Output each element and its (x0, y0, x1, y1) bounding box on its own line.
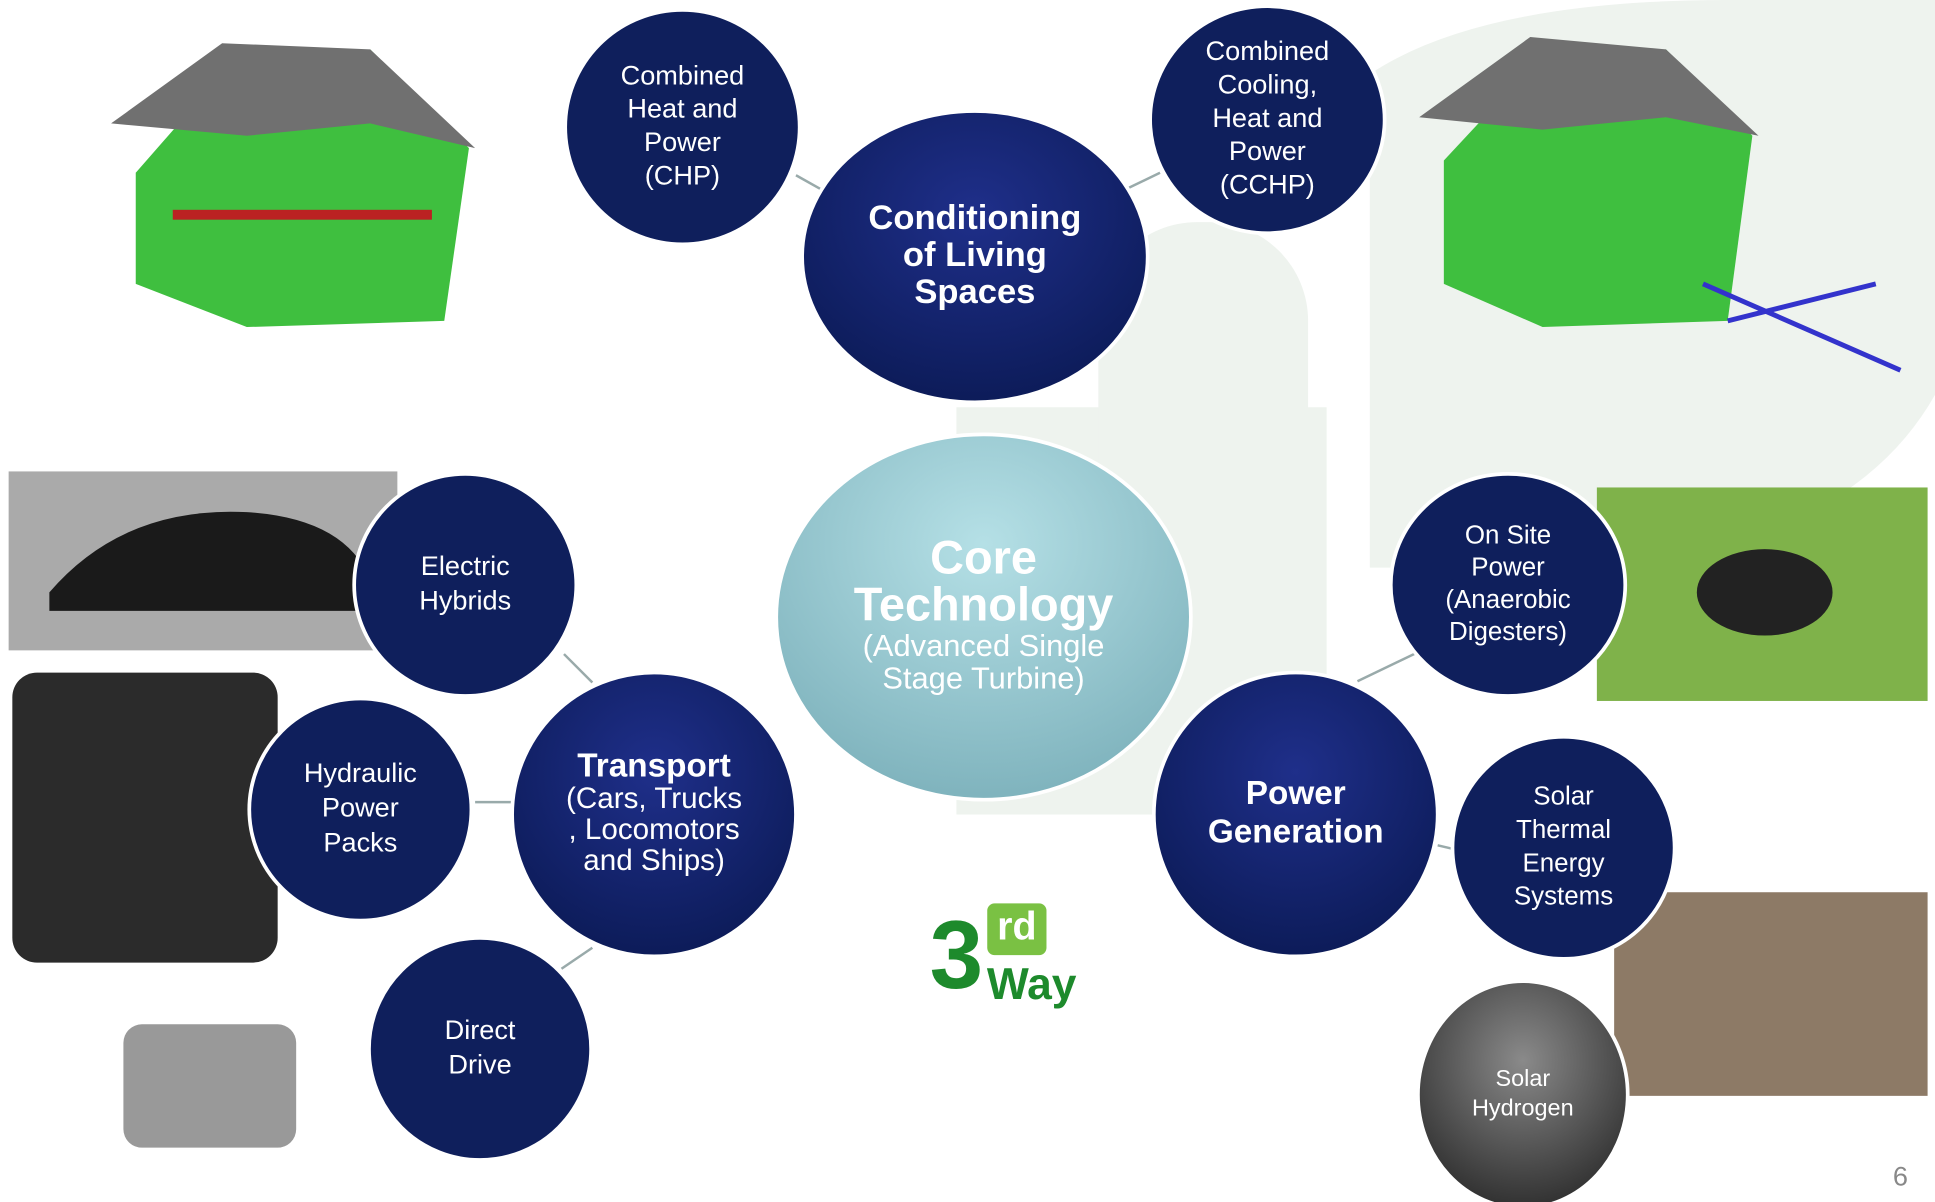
node-label: Transport (577, 748, 731, 785)
node-label: Heat and (1212, 102, 1322, 133)
node-label: Thermal (1516, 816, 1611, 844)
node-circle (367, 936, 593, 1162)
node-sublabel: (Advanced Single (863, 628, 1105, 663)
node-label: Hydrogen (1472, 1095, 1574, 1121)
house-right (1419, 37, 1902, 373)
node-sublabel: and Ships) (583, 844, 725, 877)
node-label: Solar (1495, 1065, 1550, 1091)
node-circle (1416, 979, 1630, 1202)
node-circle (1151, 670, 1440, 959)
node-label: Core (930, 532, 1037, 584)
node-label: Solar (1533, 783, 1594, 811)
node-label: Combined (621, 59, 745, 90)
node-circle (563, 8, 802, 247)
engine (12, 672, 278, 963)
node-sublabel: , Locomotors (568, 813, 739, 846)
node-label: Electric (421, 550, 510, 581)
node-circle (510, 670, 798, 959)
node-circle (247, 696, 474, 923)
logo-number: 3 (930, 902, 984, 1009)
node-label: On Site (1465, 522, 1551, 550)
node-label: of Living (903, 236, 1047, 274)
node-circle (774, 432, 1193, 802)
node-label: Systems (1514, 883, 1613, 911)
node-label: Energy (1523, 849, 1605, 877)
node-label: Power (1229, 135, 1306, 166)
node-label: Spaces (914, 273, 1035, 311)
node-circle (1388, 472, 1628, 698)
node-circle (800, 109, 1150, 405)
node-circle (1148, 4, 1387, 236)
node-label: Conditioning (868, 199, 1081, 237)
node-label: Hybrids (419, 584, 511, 615)
node-sublabel: Stage Turbine) (882, 660, 1084, 695)
logo-word: Way (987, 960, 1077, 1009)
node-label: Power (644, 126, 721, 157)
node-label: Heat and (627, 93, 737, 124)
node-label: Drive (448, 1048, 511, 1079)
node-label: Packs (323, 826, 397, 857)
logo-suffix: rd (997, 905, 1036, 949)
node-label: (CCHP) (1220, 169, 1315, 200)
car (49, 511, 371, 611)
node-circle (352, 472, 579, 698)
node-label: Combined (1206, 35, 1330, 66)
node-sublabel: (Cars, Trucks (566, 782, 742, 815)
logo: 3 rd Way (930, 902, 1077, 1009)
node-label: (Anaerobic (1445, 586, 1570, 614)
node-label: Direct (445, 1014, 516, 1045)
node-circle (1450, 734, 1677, 961)
node-label: Power (1246, 775, 1346, 812)
node-label: Generation (1208, 813, 1384, 850)
node-label: Technology (854, 578, 1114, 630)
node-label: Cooling, (1218, 69, 1318, 100)
node-label: (CHP) (645, 159, 720, 190)
drive-unit (123, 1024, 297, 1148)
solar-photo (1614, 892, 1928, 1096)
node-label: Power (1471, 554, 1545, 582)
node-label: Hydraulic (304, 757, 417, 788)
node-label: Power (322, 792, 399, 823)
cow (1696, 549, 1833, 636)
house-left (111, 43, 476, 328)
node-label: Digesters) (1449, 618, 1567, 646)
page-number: 6 (1893, 1161, 1908, 1192)
